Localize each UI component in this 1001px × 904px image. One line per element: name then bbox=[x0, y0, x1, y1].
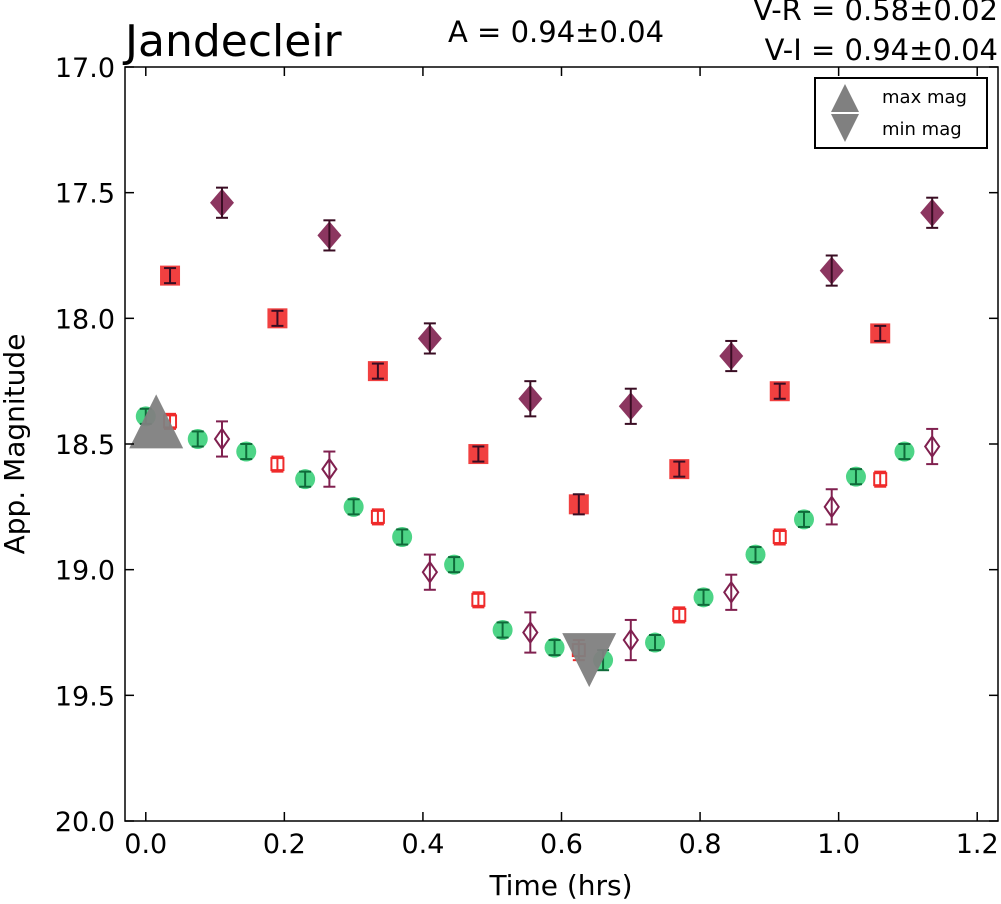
error-bar bbox=[371, 362, 384, 380]
series-0 bbox=[135, 406, 915, 672]
series-2 bbox=[213, 420, 941, 662]
error-bar bbox=[572, 493, 585, 516]
error-bar bbox=[323, 450, 336, 488]
error-bar bbox=[697, 588, 710, 606]
min-mag-marker bbox=[562, 633, 617, 688]
error-bar bbox=[798, 510, 810, 528]
error-bar bbox=[240, 443, 253, 461]
error-bar bbox=[926, 196, 939, 229]
x-tick-label: 1.2 bbox=[956, 829, 999, 860]
legend: max mag min mag bbox=[814, 77, 988, 149]
legend-triangle-down-icon bbox=[831, 114, 859, 142]
max-mag-marker bbox=[129, 394, 184, 449]
legend-label-max-mag: max mag bbox=[882, 87, 967, 108]
y-tick-label: 17.5 bbox=[55, 179, 115, 210]
x-tick-label: 0.6 bbox=[540, 829, 583, 860]
series-1 bbox=[163, 412, 888, 662]
error-bar bbox=[164, 267, 177, 285]
error-bar bbox=[496, 621, 509, 639]
error-bar bbox=[271, 309, 284, 327]
error-bar bbox=[624, 618, 637, 662]
error-bar bbox=[898, 443, 911, 461]
error-bar bbox=[725, 573, 738, 611]
y-tick-label: 20.0 bbox=[55, 807, 115, 838]
y-axis-label: App. Magnitude bbox=[0, 334, 31, 555]
error-bar bbox=[673, 460, 686, 478]
error-bar bbox=[271, 455, 284, 473]
error-bar bbox=[423, 322, 436, 355]
error-bar bbox=[347, 498, 360, 516]
plot-frame bbox=[124, 66, 999, 822]
x-tick-label: 1.0 bbox=[817, 829, 860, 860]
series-4 bbox=[210, 186, 945, 425]
error-bar bbox=[323, 219, 336, 252]
error-bar bbox=[191, 430, 204, 448]
series-3 bbox=[160, 265, 891, 516]
y-tick-label: 18.5 bbox=[55, 430, 115, 461]
error-bar bbox=[524, 380, 537, 418]
amplitude-annotation: A = 0.94±0.04 bbox=[448, 15, 664, 49]
error-bar bbox=[874, 470, 887, 488]
plot-area bbox=[129, 186, 945, 688]
error-bar bbox=[849, 468, 862, 486]
chart-title: Jandecleir bbox=[122, 16, 343, 67]
error-bar bbox=[423, 553, 436, 591]
x-axis: 0.0 0.2 0.4 0.6 0.8 1.0 1.2 bbox=[124, 67, 999, 860]
error-bar bbox=[926, 427, 939, 466]
error-bar bbox=[649, 634, 662, 652]
error-bar bbox=[624, 387, 637, 425]
y-axis: 17.0 17.5 18.0 18.5 19.0 19.5 20.0 bbox=[55, 53, 998, 838]
y-tick-label: 19.0 bbox=[55, 556, 115, 587]
error-bar bbox=[825, 488, 838, 526]
error-bar bbox=[216, 186, 228, 219]
error-bar bbox=[773, 382, 786, 400]
error-bar bbox=[472, 445, 485, 463]
x-axis-label: Time (hrs) bbox=[488, 869, 632, 902]
error-bar bbox=[448, 556, 461, 574]
error-bar bbox=[299, 470, 312, 488]
error-bar bbox=[874, 324, 887, 342]
error-bar bbox=[725, 339, 738, 373]
error-bar bbox=[749, 546, 762, 564]
error-bar bbox=[524, 611, 537, 654]
v-r-annotation: V-R = 0.58±0.02 bbox=[753, 0, 998, 27]
error-bar bbox=[548, 639, 561, 657]
y-tick-label: 18.0 bbox=[55, 304, 115, 335]
error-bar bbox=[371, 508, 384, 526]
error-bar bbox=[773, 528, 786, 546]
y-tick-label: 19.5 bbox=[55, 681, 115, 712]
error-bar bbox=[825, 254, 838, 287]
error-bar bbox=[216, 420, 228, 458]
x-tick-label: 0.4 bbox=[401, 829, 444, 860]
legend-label-min-mag: min mag bbox=[882, 119, 962, 140]
v-i-annotation: V-I = 0.94±0.04 bbox=[765, 33, 998, 67]
error-bar bbox=[396, 528, 409, 546]
legend-triangle-up-icon bbox=[831, 84, 859, 112]
x-tick-label: 0.8 bbox=[679, 829, 722, 860]
error-bar bbox=[673, 606, 686, 624]
y-tick-label: 17.0 bbox=[55, 53, 115, 84]
x-tick-label: 0.2 bbox=[263, 829, 306, 860]
x-tick-label: 0.0 bbox=[124, 829, 167, 860]
error-bar bbox=[472, 591, 485, 609]
